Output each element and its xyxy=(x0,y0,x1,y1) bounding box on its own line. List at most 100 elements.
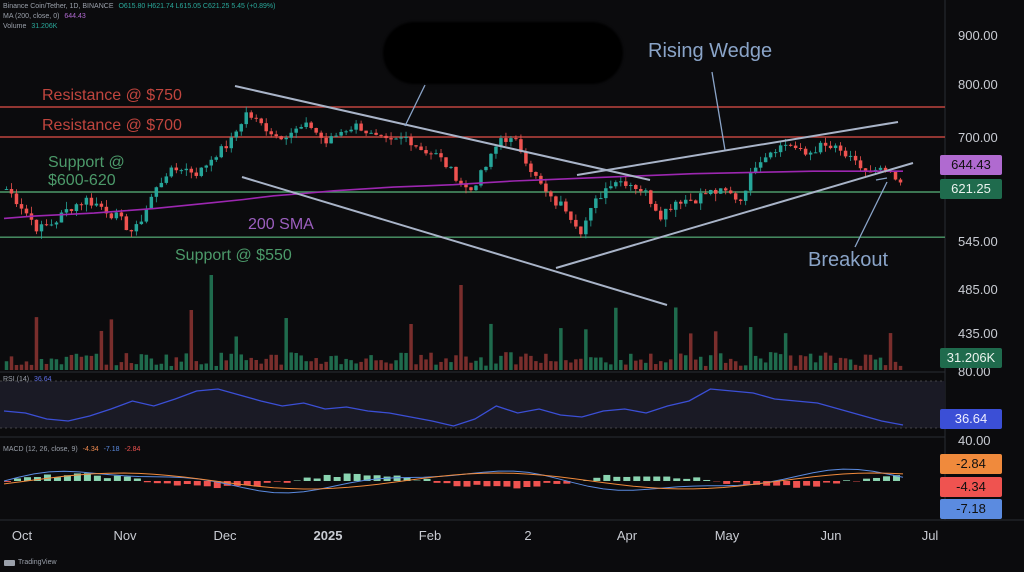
volume-bar xyxy=(629,353,633,370)
volume-bar xyxy=(659,361,663,370)
header-ma-line[interactable]: MA (200, close, 0) 644.43 xyxy=(3,13,89,20)
volume-bar xyxy=(194,361,199,370)
volume-bar xyxy=(788,355,793,370)
candle-body xyxy=(524,151,528,164)
candle-body xyxy=(579,226,583,235)
candle-body xyxy=(584,220,588,235)
candle-body xyxy=(634,185,638,189)
candle-body xyxy=(783,144,788,146)
price-tick: 700.00 xyxy=(958,130,998,145)
candle-body xyxy=(44,224,49,226)
macd-hist-bar xyxy=(683,478,691,481)
volume-bar xyxy=(728,358,733,370)
candle-body xyxy=(644,190,648,192)
candle-body xyxy=(379,134,383,136)
volume-bar xyxy=(294,352,298,370)
volume-bar xyxy=(354,363,358,370)
volume-bar xyxy=(813,362,818,370)
volume-bar xyxy=(369,355,373,370)
volume-bar xyxy=(654,364,658,370)
time-tick: Feb xyxy=(419,528,441,543)
volume-bar xyxy=(414,364,418,370)
volume-bar xyxy=(853,364,858,370)
candle-body xyxy=(199,167,204,176)
candle-body xyxy=(229,137,233,149)
candle-body xyxy=(833,145,838,149)
volume-bar xyxy=(848,359,853,370)
trendline-1 xyxy=(241,176,668,306)
macd-hist-bar xyxy=(793,481,801,488)
volume-bar xyxy=(54,359,59,370)
annotation-arrow-1 xyxy=(711,71,726,151)
volume-bar xyxy=(119,362,124,370)
volume-bar xyxy=(449,362,453,370)
trendline-2 xyxy=(555,162,914,269)
volume-bar xyxy=(873,359,878,370)
candle-body xyxy=(519,139,523,152)
macd-hist-bar xyxy=(313,478,321,481)
candle-body xyxy=(389,138,393,140)
volume-bar xyxy=(634,360,638,370)
rsi-tick: 40.00 xyxy=(958,433,991,448)
volume-bar xyxy=(524,353,528,370)
volume-bar xyxy=(39,358,44,370)
candle-body xyxy=(129,230,134,232)
candle-body xyxy=(134,224,139,232)
breakout-label: Breakout xyxy=(808,249,888,271)
candle-body xyxy=(394,138,398,140)
candle-body xyxy=(788,144,793,146)
volume-bar xyxy=(678,353,683,370)
candle-body xyxy=(504,138,508,142)
volume-bar xyxy=(184,353,189,370)
volume-bar xyxy=(104,364,109,370)
volume-bar xyxy=(429,352,433,370)
candle-body xyxy=(544,183,548,192)
candle-body xyxy=(803,148,808,155)
level-label-2-line-1: $600-620 xyxy=(48,172,116,189)
candle-body xyxy=(344,131,348,133)
macd-hist-bar xyxy=(213,481,221,489)
candle-body xyxy=(339,131,343,136)
header-ma-value: 644.43 xyxy=(64,13,86,20)
macd-hist-bar xyxy=(153,481,161,484)
candle-body xyxy=(554,196,558,206)
volume-bar xyxy=(189,310,194,370)
volume-bar xyxy=(99,330,104,370)
volume-bar xyxy=(274,354,278,370)
candle-body xyxy=(529,163,533,173)
volume-bar xyxy=(159,363,164,370)
header-volume-line[interactable]: Volume 31.206K xyxy=(3,23,60,30)
volume-bar xyxy=(324,361,328,370)
tradingview-logo[interactable]: TradingView xyxy=(4,559,57,566)
candle-body xyxy=(324,137,328,144)
volume-bar xyxy=(479,357,483,370)
candle-body xyxy=(848,155,853,157)
candle-body xyxy=(763,157,768,163)
candle-body xyxy=(54,222,59,225)
volume-bar xyxy=(733,361,738,370)
candle-body xyxy=(708,189,713,195)
candle-body xyxy=(758,162,763,168)
candle-body xyxy=(284,137,288,140)
candle-body xyxy=(434,153,438,155)
volume-bar xyxy=(823,352,828,370)
logo-text: TradingView xyxy=(18,559,57,566)
macd-hist-bar xyxy=(4,481,11,482)
volume-bar xyxy=(9,356,14,370)
candle-body xyxy=(384,135,388,139)
rsi-pane-header[interactable]: RSI (14) 36.64 xyxy=(3,376,55,383)
macd-hist-bar xyxy=(243,481,251,485)
candle-body xyxy=(99,203,104,207)
volume-bar xyxy=(169,365,174,370)
candle-body xyxy=(269,131,273,135)
macd-value-3: -2.84 xyxy=(124,446,141,453)
volume-bar xyxy=(284,318,288,370)
volume-bar xyxy=(534,361,538,370)
macd-hist-bar xyxy=(143,481,151,483)
candle-body xyxy=(659,210,663,220)
macd-pane-header[interactable]: MACD (12, 26, close, 9) -4.34 -7.18 -2.8… xyxy=(3,446,143,453)
candle-body xyxy=(114,212,119,219)
candle-body xyxy=(274,134,278,137)
volume-bar xyxy=(229,353,233,370)
